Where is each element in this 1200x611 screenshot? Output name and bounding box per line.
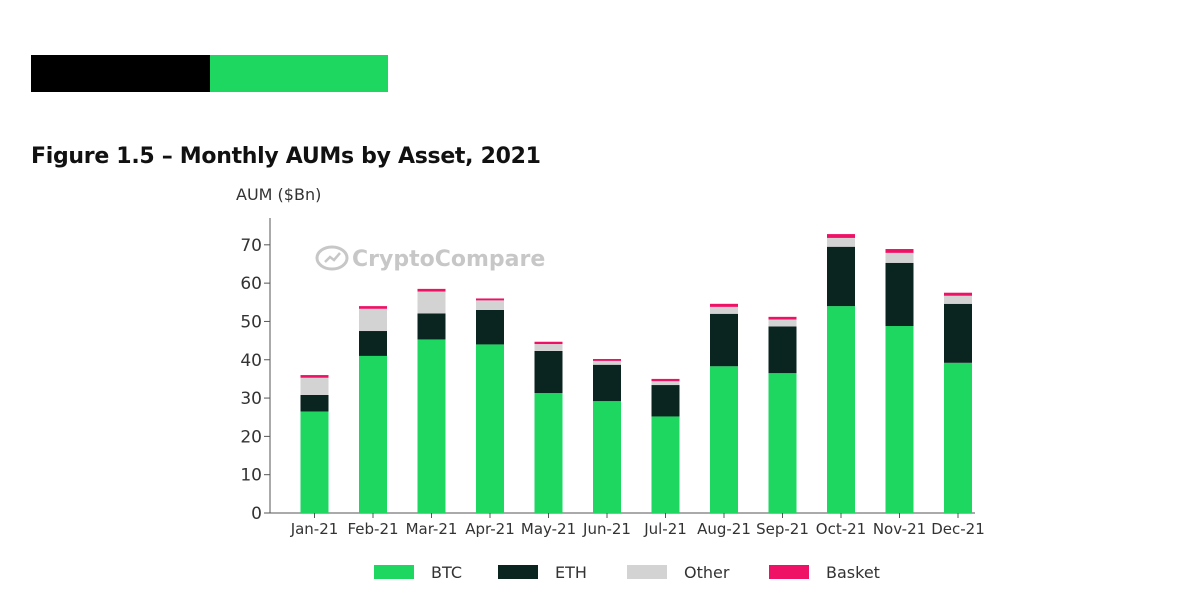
- bar-segment-btc-sep-21: [768, 373, 797, 513]
- bar-segment-eth-sep-21: [768, 326, 797, 374]
- x-tick-label: Oct-21: [816, 520, 866, 538]
- watermark: CryptoCompare: [315, 245, 545, 272]
- bar-segment-basket-jan-21: [300, 375, 329, 378]
- header-bar-green-segment: [210, 55, 388, 92]
- x-tick-label: Sep-21: [756, 520, 809, 538]
- x-tick-label: Dec-21: [931, 520, 985, 538]
- x-tick-label: Aug-21: [697, 520, 751, 538]
- bar-segment-btc-jan-21: [300, 411, 329, 513]
- x-tick-label: Nov-21: [873, 520, 926, 538]
- header-color-bar: [31, 55, 388, 92]
- bar-segment-eth-feb-21: [359, 331, 387, 356]
- y-tick-label: 30: [240, 389, 262, 409]
- x-tick-label: Jun-21: [582, 520, 631, 538]
- legend-swatch-btc: [374, 565, 414, 579]
- figure-title: Figure 1.5 – Monthly AUMs by Asset, 2021: [31, 144, 541, 169]
- header-bar-black-segment: [31, 55, 210, 92]
- bar-segment-btc-jul-21: [651, 416, 680, 513]
- bar-segment-eth-oct-21: [827, 246, 855, 307]
- legend-swatch-eth: [498, 565, 538, 579]
- bar-segment-other-mar-21: [417, 291, 446, 314]
- bar-segment-btc-feb-21: [359, 355, 387, 513]
- bar-segment-basket-may-21: [534, 341, 563, 345]
- x-tick-label: Apr-21: [465, 520, 515, 538]
- legend: BTC ETH Other Basket: [374, 563, 880, 582]
- y-tick-label: 20: [240, 427, 262, 447]
- bar-segment-btc-may-21: [534, 393, 563, 513]
- bars: [300, 234, 972, 513]
- cryptocompare-logo-icon: [315, 245, 349, 271]
- bar-segment-basket-dec-21: [944, 292, 972, 296]
- bar-segment-other-may-21: [534, 344, 563, 351]
- bar-segment-other-jun-21: [593, 360, 621, 365]
- bar-segment-eth-jun-21: [593, 364, 621, 402]
- bar-segment-btc-aug-21: [710, 366, 738, 513]
- bar-segment-btc-dec-21: [944, 362, 972, 513]
- axes: AUM ($Bn) 0 10 20 30 40 50 60 70 Jan-21 Feb-21 Mar-…: [236, 185, 985, 538]
- bar-segment-basket-oct-21: [827, 234, 855, 238]
- x-tick-label: May-21: [521, 520, 576, 538]
- bar-segment-btc-nov-21: [885, 326, 914, 513]
- x-tick-label: Feb-21: [347, 520, 398, 538]
- bar-segment-eth-jan-21: [300, 395, 329, 412]
- bar-segment-basket-apr-21: [476, 298, 504, 301]
- bar-segment-other-aug-21: [710, 306, 738, 314]
- bar-segment-basket-mar-21: [417, 288, 446, 292]
- y-tick-label: 0: [251, 504, 262, 524]
- bar-segment-other-nov-21: [885, 252, 914, 263]
- legend-label-basket: Basket: [826, 563, 880, 582]
- bar-segment-basket-sep-21: [768, 316, 797, 320]
- y-axis-label: AUM ($Bn): [236, 185, 321, 204]
- bar-segment-eth-apr-21: [476, 309, 504, 345]
- legend-swatch-basket: [769, 565, 809, 579]
- bar-segment-eth-may-21: [534, 350, 563, 394]
- bar-segment-btc-jun-21: [593, 401, 621, 513]
- bar-segment-basket-nov-21: [885, 249, 914, 253]
- y-tick-label: 70: [240, 236, 262, 256]
- watermark-text: CryptoCompare: [352, 247, 545, 272]
- y-tick-label: 10: [240, 466, 262, 486]
- y-tick-label: 60: [240, 274, 262, 294]
- bar-segment-basket-jun-21: [593, 358, 621, 361]
- bar-segment-eth-dec-21: [944, 303, 972, 363]
- y-tick-label: 50: [240, 312, 262, 332]
- bar-segment-other-jan-21: [300, 377, 329, 395]
- bar-segment-eth-nov-21: [885, 262, 914, 327]
- bar-segment-btc-oct-21: [827, 306, 855, 513]
- bar-segment-btc-apr-21: [476, 344, 504, 513]
- legend-label-eth: ETH: [555, 563, 587, 582]
- x-tick-label: Jan-21: [290, 520, 339, 538]
- bar-segment-btc-mar-21: [417, 339, 446, 513]
- x-tick-label: Jul-21: [643, 520, 687, 538]
- bar-segment-other-jul-21: [651, 381, 680, 386]
- bar-segment-other-sep-21: [768, 319, 797, 327]
- bar-segment-other-oct-21: [827, 237, 855, 247]
- bar-segment-other-dec-21: [944, 295, 972, 304]
- bar-segment-other-apr-21: [476, 300, 504, 310]
- bar-segment-eth-mar-21: [417, 313, 446, 340]
- bar-segment-basket-jul-21: [651, 378, 680, 382]
- legend-label-btc: BTC: [431, 563, 462, 582]
- bar-segment-other-feb-21: [359, 308, 387, 332]
- legend-swatch-other: [627, 565, 667, 579]
- bar-segment-eth-aug-21: [710, 313, 738, 367]
- bar-segment-eth-jul-21: [651, 385, 680, 417]
- y-tick-label: 40: [240, 351, 262, 371]
- bar-segment-basket-aug-21: [710, 303, 738, 307]
- x-tick-label: Mar-21: [406, 520, 458, 538]
- bar-segment-basket-feb-21: [359, 306, 387, 309]
- legend-label-other: Other: [684, 563, 730, 582]
